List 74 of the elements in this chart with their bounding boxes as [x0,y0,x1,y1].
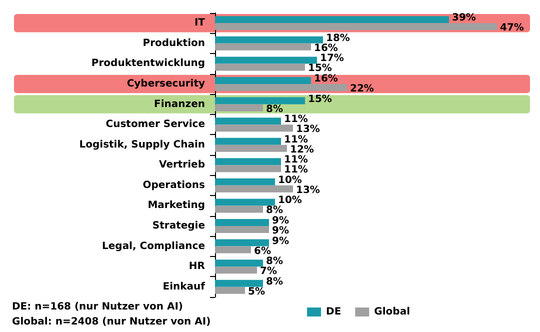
data-label: 8% [266,276,283,288]
y-tick-label: Produktentwicklung [91,58,205,70]
data-label: 39% [452,12,476,24]
data-label: 7% [260,266,277,278]
data-label: 13% [296,184,320,196]
data-label: 10% [278,174,302,186]
text: Global: n=2408 (nur Nutzer von AI) [12,316,211,328]
y-tick-label: IT [194,18,206,29]
bar [215,16,449,24]
bar [215,178,275,186]
bar [215,185,293,192]
bar [215,77,311,84]
legend-label: DE [326,306,342,318]
y-tick-label: Marketing [148,200,205,212]
bar [215,97,305,104]
data-label: 47% [500,22,524,34]
bar [215,158,281,166]
y-tick-label: Cybersecurity [126,78,206,90]
data-label: 8% [266,256,283,268]
y-tick-label: Legal, Compliance [102,240,206,252]
data-label: 6% [254,246,271,257]
y-tick-label: Finanzen [154,98,205,110]
bar [215,260,263,267]
bar [215,144,287,152]
bar [215,124,293,132]
y-tick-label: Vertrieb [159,160,205,171]
bar [215,64,305,71]
y-tick-label: Einkauf [162,281,206,292]
bar [215,198,275,206]
legend-label: Global [374,306,410,318]
bar [215,239,269,246]
data-label: 9% [272,236,289,247]
data-label: 11% [284,134,308,146]
bar [215,206,263,213]
data-label: 10% [278,195,302,206]
data-label: 16% [314,42,338,54]
bar [215,118,281,125]
bar [215,280,263,287]
data-label: 12% [290,144,314,156]
y-tick-label: Strategie [152,220,206,232]
data-label: 16% [314,74,338,84]
bar [215,165,281,172]
data-label: 5% [248,286,265,298]
data-label: 9% [272,216,289,226]
bar [215,56,317,64]
data-label: 18% [326,32,350,44]
bar [215,219,269,226]
data-label: 11% [284,164,308,176]
bar [215,266,257,274]
text: DE: n=168 (nur Nutzer von AI) [12,302,183,312]
data-label: 8% [266,205,283,216]
y-tick-label: Operations [142,180,206,191]
data-label: 13% [296,124,320,136]
y-tick-label: Customer Service [106,119,206,130]
y-tick-label: Logistik, Supply Chain [79,139,205,150]
data-label: 11% [284,114,308,126]
bar [215,84,347,91]
bar [215,138,281,145]
data-label: 15% [308,94,332,105]
bar [215,23,497,30]
y-tick-label: HR [188,261,206,272]
data-label: 22% [350,84,374,94]
data-label: 15% [308,63,332,74]
data-label: 8% [266,104,283,115]
bar [215,104,263,112]
data-label: 17% [320,53,344,64]
data-label: 11% [284,154,308,166]
y-tick-label: Produktion [142,38,205,49]
bar [215,246,251,254]
bar [215,36,323,44]
data-label: 9% [272,226,289,236]
bar [215,226,269,233]
bar [215,286,245,294]
bar [215,43,311,50]
